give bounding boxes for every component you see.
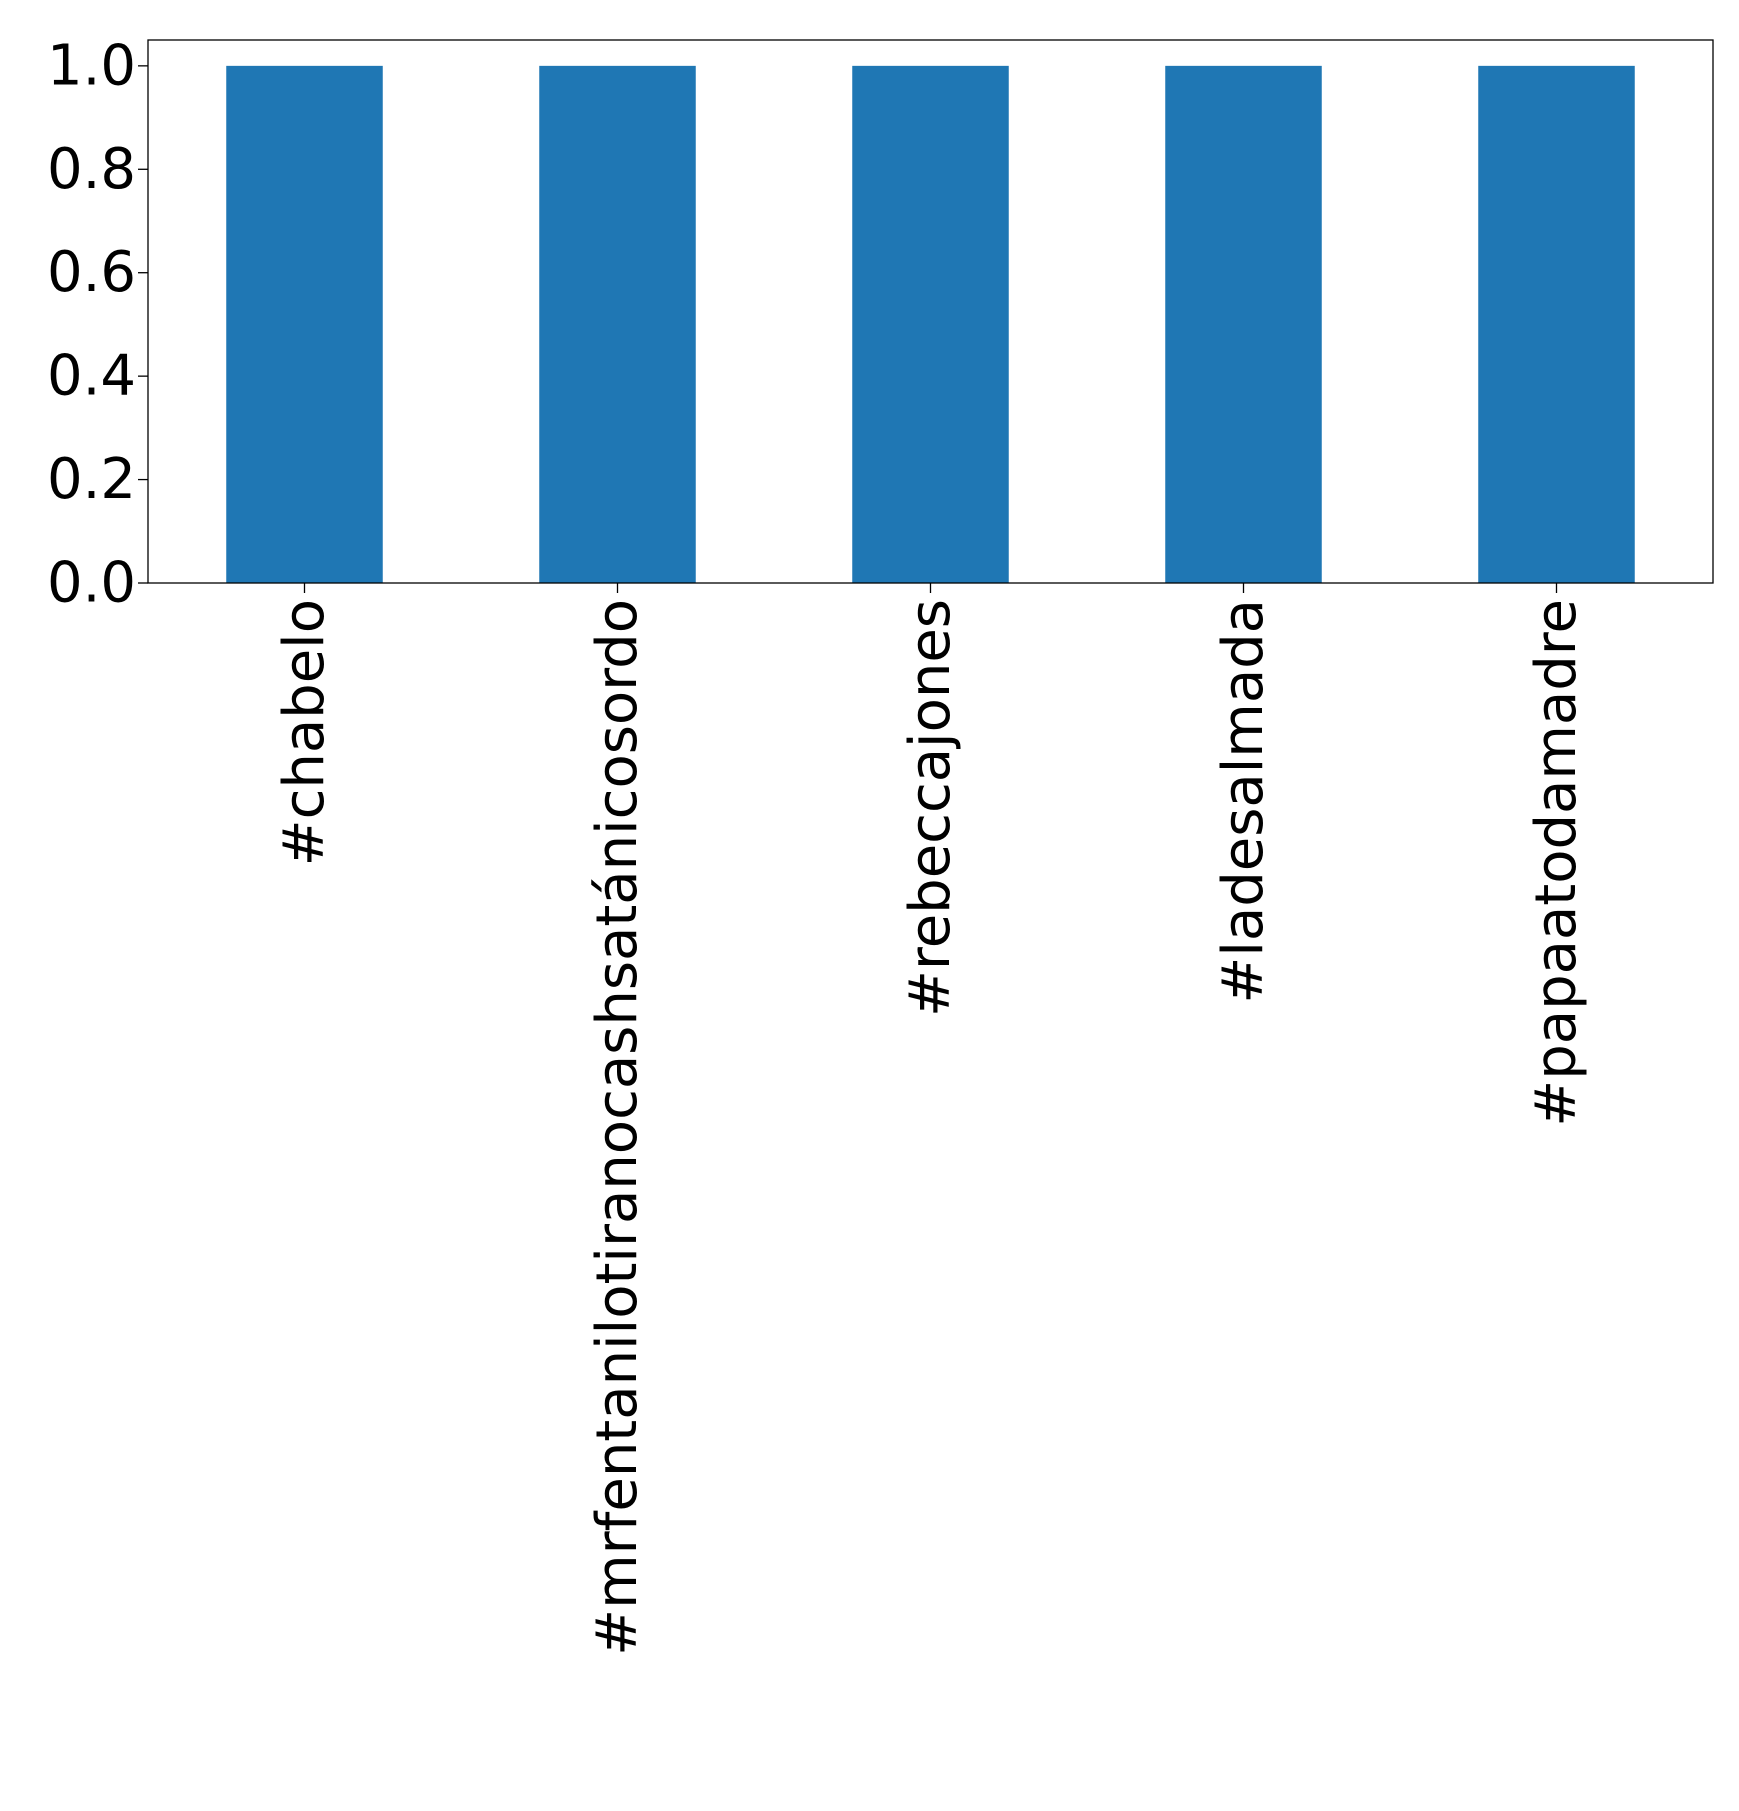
- x-axis: #chabelo #mrfentanilotiranocashsatánicoso…: [272, 583, 1589, 1656]
- y-tick-label: 0.8: [47, 137, 136, 202]
- bar-0: [226, 65, 383, 584]
- bar-1: [539, 65, 696, 584]
- y-tick-label: 0.0: [47, 551, 136, 616]
- y-tick-label: 1.0: [47, 33, 136, 98]
- y-axis: 0.0 0.2 0.4 0.6 0.8 1.0: [47, 33, 148, 616]
- x-tick-label: #rebeccajones: [898, 599, 963, 1017]
- bar-3: [1165, 65, 1322, 584]
- bar-2: [852, 65, 1009, 584]
- bar-4: [1478, 65, 1635, 584]
- x-tick-label: #papaatodamadre: [1524, 599, 1589, 1127]
- x-tick-label: #chabelo: [272, 599, 337, 866]
- x-tick-label: #ladesalmada: [1211, 599, 1276, 1004]
- y-tick-label: 0.4: [47, 344, 136, 409]
- x-tick-label: #mrfentanilotiranocashsatánicosordo: [585, 599, 650, 1656]
- bars-layer: [226, 65, 1635, 584]
- y-tick-label: 0.2: [47, 447, 136, 512]
- plot-frame: [147, 39, 1714, 584]
- y-tick-label: 0.6: [47, 240, 136, 305]
